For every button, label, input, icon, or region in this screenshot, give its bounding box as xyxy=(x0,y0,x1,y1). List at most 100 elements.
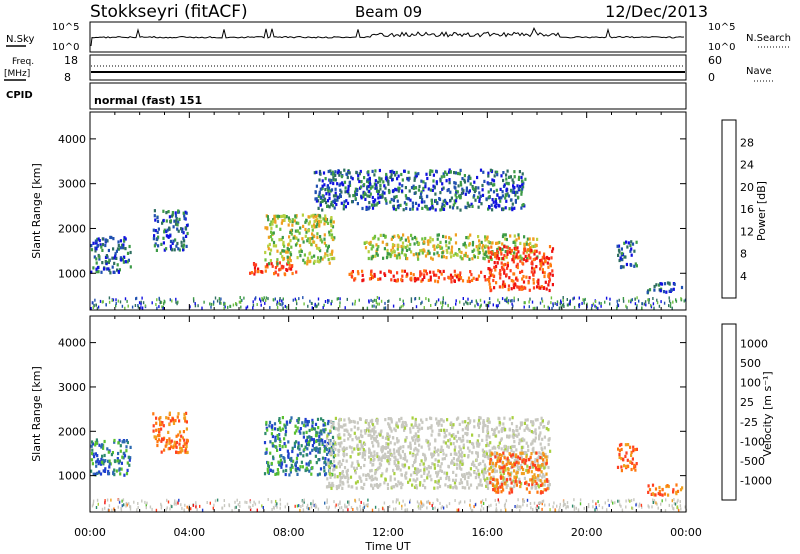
scatter-cell xyxy=(504,250,507,254)
scatter-cell xyxy=(445,244,448,248)
scatter-cell xyxy=(345,199,348,203)
ground-scatter-cell xyxy=(562,299,564,302)
scatter-cell xyxy=(403,428,406,432)
ground-scatter-cell xyxy=(363,505,365,509)
scatter-cell xyxy=(510,490,514,494)
scatter-cell xyxy=(389,441,392,445)
nsky-panel-frame xyxy=(89,21,687,53)
scatter-cell xyxy=(302,423,305,427)
nsearch-tick-bottom: 10^0 xyxy=(708,42,735,53)
scatter-cell xyxy=(395,449,399,453)
scatter-cell xyxy=(467,416,470,421)
scatter-cell xyxy=(174,211,177,215)
ground-scatter-cell xyxy=(239,504,241,508)
scatter-cell xyxy=(521,261,524,265)
ground-scatter-cell xyxy=(498,500,500,504)
scatter-cell xyxy=(494,268,497,272)
scatter-cell xyxy=(519,451,522,455)
scatter-cell xyxy=(544,280,547,284)
scatter-cell xyxy=(508,175,511,179)
scatter-cell xyxy=(328,439,331,443)
scatter-cell xyxy=(458,250,461,254)
scatter-cell xyxy=(620,265,623,269)
scatter-cell xyxy=(448,241,451,245)
scatter-cell xyxy=(500,196,503,200)
scatter-cell xyxy=(461,177,464,181)
scatter-cell xyxy=(415,252,418,256)
scatter-cell xyxy=(376,421,379,425)
scatter-cell xyxy=(327,485,330,489)
ground-scatter-cell xyxy=(135,297,137,301)
ground-scatter-cell xyxy=(467,297,469,301)
scatter-cell xyxy=(158,430,161,434)
scatter-cell xyxy=(493,261,496,265)
scatter-cell xyxy=(107,260,110,264)
colorbar-tick-label: 28 xyxy=(740,136,754,149)
scatter-cell xyxy=(312,240,315,244)
scatter-cell xyxy=(373,425,376,429)
scatter-cell xyxy=(167,234,170,238)
scatter-cell xyxy=(491,241,494,245)
scatter-cell xyxy=(434,439,437,443)
scatter-cell xyxy=(272,219,275,223)
scatter-cell xyxy=(492,488,495,492)
scatter-cell xyxy=(326,221,330,225)
scatter-cell xyxy=(422,180,425,184)
scatter-cell xyxy=(286,422,289,426)
scatter-cell xyxy=(411,416,414,420)
scatter-cell xyxy=(477,468,480,472)
scatter-cell xyxy=(620,465,623,469)
ground-scatter-cell xyxy=(380,299,383,303)
scatter-cell xyxy=(430,201,434,205)
scatter-cell xyxy=(348,420,351,424)
ground-scatter-cell xyxy=(348,500,350,504)
scatter-cell xyxy=(477,462,480,466)
scatter-cell xyxy=(348,272,351,276)
scatter-cell xyxy=(404,457,407,461)
ground-scatter-cell xyxy=(97,502,99,506)
scatter-cell xyxy=(494,464,497,468)
ground-scatter-cell xyxy=(302,296,304,300)
scatter-cell xyxy=(404,238,407,242)
scatter-cell xyxy=(375,250,378,254)
ground-scatter-cell xyxy=(378,508,380,512)
scatter-cell xyxy=(273,422,277,426)
scatter-cell xyxy=(356,421,359,425)
scatter-cell xyxy=(404,253,407,257)
ground-scatter-cell xyxy=(155,303,157,306)
scatter-cell xyxy=(385,243,388,247)
scatter-cell xyxy=(113,438,116,443)
scatter-cell xyxy=(156,440,159,444)
scatter-cell xyxy=(463,178,466,182)
ground-scatter-cell xyxy=(284,304,286,308)
scatter-cell xyxy=(400,172,403,177)
scatter-cell xyxy=(532,430,535,435)
scatter-cell xyxy=(382,256,385,260)
scatter-cell xyxy=(542,451,545,455)
scatter-cell xyxy=(396,437,399,441)
scatter-cell xyxy=(120,467,123,471)
scatter-cell xyxy=(539,267,542,271)
scatter-cell xyxy=(440,445,443,449)
scatter-cell xyxy=(328,192,331,196)
scatter-cell xyxy=(632,449,635,453)
scatter-cell xyxy=(264,226,267,230)
scatter-cell xyxy=(392,204,395,208)
scatter-cell xyxy=(412,184,415,188)
scatter-cell xyxy=(428,442,431,446)
ground-scatter-cell xyxy=(166,498,168,502)
scatter-cell xyxy=(395,170,398,175)
scatter-cell xyxy=(100,445,103,449)
ground-scatter-cell xyxy=(354,299,356,303)
scatter-cell xyxy=(363,191,366,195)
scatter-cell xyxy=(539,456,542,460)
scatter-cell xyxy=(153,244,156,248)
scatter-cell xyxy=(332,194,336,198)
scatter-cell xyxy=(321,257,324,261)
scatter-cell xyxy=(512,479,515,483)
scatter-cell xyxy=(414,417,417,422)
ground-scatter-cell xyxy=(492,303,494,307)
scatter-cell xyxy=(510,448,513,452)
scatter-cell xyxy=(117,244,120,248)
scatter-cell xyxy=(404,455,407,459)
